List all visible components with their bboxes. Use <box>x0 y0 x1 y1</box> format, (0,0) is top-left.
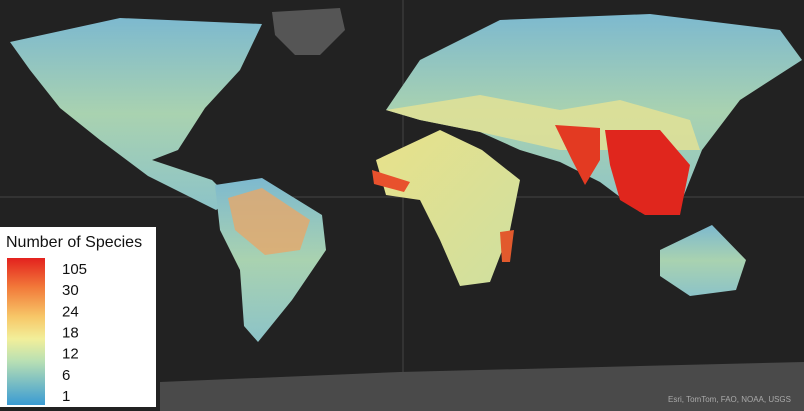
legend-label: 6 <box>62 367 70 384</box>
legend-color-bar <box>7 258 45 405</box>
legend-label: 30 <box>62 282 79 299</box>
attribution: Esri, TomTom, FAO, NOAA, USGS <box>668 395 791 404</box>
india-hotspot <box>555 125 600 185</box>
greenland <box>272 8 345 55</box>
legend-label: 105 <box>62 261 87 278</box>
legend-label: 18 <box>62 324 79 341</box>
southeast-asia-hotspot <box>605 130 690 215</box>
madagascar <box>500 230 514 262</box>
legend-label: 24 <box>62 303 79 320</box>
legend-label: 12 <box>62 346 79 363</box>
amazon-hotspot <box>228 188 310 255</box>
australia <box>660 225 746 296</box>
legend-title: Number of Species <box>6 234 142 251</box>
legend-labels: 105 30 24 18 12 6 1 <box>62 261 87 405</box>
west-africa-hotspot <box>372 170 410 192</box>
legend-label: 1 <box>62 388 70 405</box>
africa <box>376 130 520 286</box>
north-america <box>10 18 262 210</box>
antarctica <box>160 362 804 411</box>
